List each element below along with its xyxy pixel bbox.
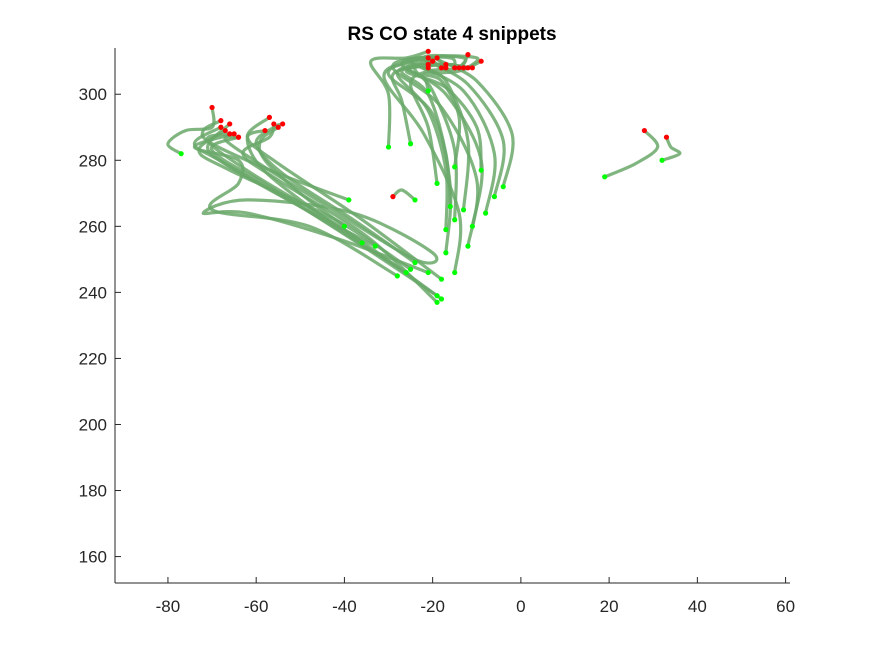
trajectory-line [421, 59, 483, 169]
start-point-marker [178, 151, 184, 157]
y-tick-label: 160 [79, 548, 107, 567]
end-point-marker [465, 52, 471, 58]
end-point-marker [425, 65, 431, 71]
start-point-marker [482, 210, 489, 216]
end-point-marker [641, 127, 648, 134]
trajectory-lines [166, 49, 682, 304]
start-point-marker [434, 180, 440, 187]
trajectory-line [395, 62, 449, 232]
start-point-marker [425, 88, 431, 94]
trajectory-line [369, 49, 430, 149]
chart-title: RS CO state 4 snippets [347, 24, 556, 45]
end-point-marker [430, 58, 436, 64]
start-point-marker [438, 296, 445, 302]
trajectory-line [400, 62, 452, 209]
trajectory-line [257, 125, 346, 228]
y-tick-label: 260 [79, 217, 107, 236]
x-tick-label: 60 [776, 597, 795, 616]
plot-area: -80 -60 -40 -20 0 20 40 60 160 180 200 220 240 260 280… [79, 48, 795, 616]
start-point-marker [452, 164, 458, 170]
start-point-marker [469, 223, 475, 229]
end-point-marker [231, 131, 237, 137]
end-point-marker [227, 131, 233, 137]
start-point-marker [500, 184, 506, 190]
end-point-marker [469, 65, 475, 71]
end-point-marker [218, 118, 224, 124]
end-point-marker [280, 121, 286, 127]
end-point-marker [271, 121, 277, 127]
end-point-marker [465, 65, 471, 71]
x-tick-label: 0 [516, 597, 525, 616]
end-point-marker [209, 104, 215, 111]
start-point-marker [491, 194, 498, 200]
end-point-marker [222, 127, 228, 134]
y-tick-label: 220 [79, 349, 107, 368]
start-point-marker [385, 144, 392, 150]
x-tick-label: -80 [156, 597, 181, 616]
x-tick-label: -20 [420, 597, 445, 616]
end-point-marker [452, 65, 458, 71]
x-tick-label: 20 [600, 597, 619, 616]
start-point-marker [425, 269, 431, 276]
end-point-marker [425, 55, 431, 61]
start-point-marker [346, 197, 352, 203]
start-point-marker [478, 167, 484, 173]
trajectory-line [254, 122, 417, 265]
y-tick-label: 300 [79, 85, 107, 104]
x-tick-label: -40 [332, 597, 357, 616]
end-point-marker [235, 134, 242, 140]
end-point-marker [262, 127, 268, 134]
end-point-marker [227, 121, 233, 127]
axes: -80 -60 -40 -20 0 20 40 60 160 180 200 220 240 260 280… [79, 48, 795, 616]
y-tick-label: 280 [79, 151, 107, 170]
start-point-marker [438, 276, 445, 282]
start-point-marker [412, 260, 418, 266]
start-point-marker [452, 269, 458, 276]
start-point-marker [602, 174, 608, 180]
y-tick-label: 240 [79, 283, 107, 302]
end-point-marker [456, 65, 462, 71]
trajectory-markers [178, 48, 670, 305]
end-point-marker [390, 194, 396, 200]
x-tick-label: 40 [688, 597, 707, 616]
start-point-marker [412, 197, 418, 203]
start-point-marker [443, 227, 449, 233]
end-point-marker [218, 124, 224, 130]
x-tick-label: -60 [244, 597, 269, 616]
end-point-marker [478, 58, 484, 64]
trajectory-line [245, 129, 364, 245]
start-point-marker [447, 203, 453, 210]
trajectory-line [192, 132, 399, 278]
start-point-marker [394, 273, 400, 279]
trajectory-line [603, 129, 660, 179]
end-point-marker [425, 48, 431, 54]
end-point-marker [266, 114, 273, 120]
start-point-marker [434, 293, 440, 299]
end-point-marker [443, 61, 449, 68]
start-point-marker [465, 243, 471, 249]
start-point-marker [443, 250, 449, 256]
start-point-marker [460, 207, 467, 213]
trajectory-line [660, 135, 682, 162]
start-point-marker [372, 243, 378, 249]
end-point-marker [438, 65, 445, 71]
start-point-marker [434, 299, 440, 305]
end-point-marker [460, 65, 467, 71]
start-point-marker [452, 217, 458, 223]
start-point-marker [407, 266, 414, 272]
trajectory-line [205, 132, 444, 301]
end-point-marker [434, 55, 440, 61]
start-point-marker [407, 141, 414, 147]
y-tick-label: 200 [79, 415, 107, 434]
start-point-marker [659, 157, 665, 163]
y-tick-label: 180 [79, 482, 107, 501]
end-point-marker [275, 124, 281, 130]
start-point-marker [403, 269, 409, 276]
start-point-marker [341, 223, 348, 229]
end-point-marker [663, 134, 670, 140]
start-point-marker [359, 240, 365, 246]
trajectory-line [391, 188, 417, 202]
